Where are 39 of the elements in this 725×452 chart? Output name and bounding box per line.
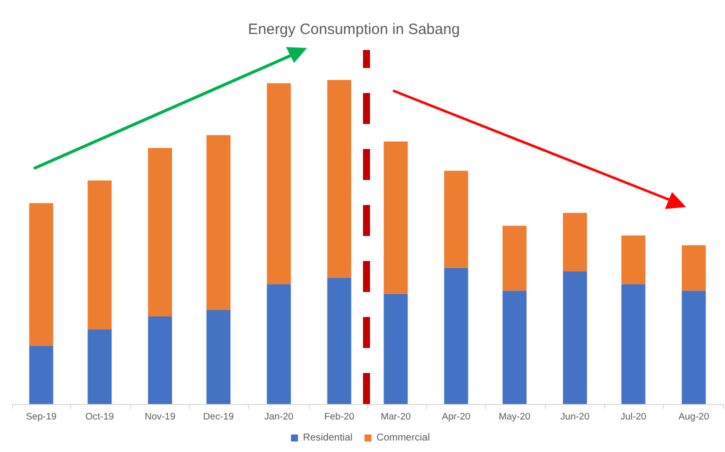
x-tick-label: Aug-20 (678, 412, 710, 422)
bar (88, 180, 112, 330)
bar (266, 284, 291, 404)
bar (621, 236, 646, 284)
bar (682, 245, 706, 291)
bar (29, 203, 54, 346)
bar (444, 170, 468, 268)
bar (502, 226, 527, 291)
bar (327, 80, 352, 278)
legend-label: Residential (303, 432, 352, 444)
legend-label: Commercial (376, 432, 430, 444)
bar (562, 271, 587, 404)
x-tick-label: Mar-20 (380, 412, 411, 422)
bar (148, 316, 172, 404)
bar (682, 290, 706, 404)
x-tick-label: Feb-20 (324, 412, 354, 422)
bar (206, 310, 230, 404)
x-tick-label: Jan-20 (264, 412, 294, 422)
bar (562, 212, 587, 272)
bar (327, 278, 352, 404)
bar (206, 135, 230, 310)
bar (29, 346, 54, 404)
bar (444, 268, 468, 404)
x-tick-label: Sep-19 (26, 412, 57, 422)
bar (621, 284, 646, 404)
x-tick-label: May-20 (498, 412, 530, 422)
bar (502, 290, 527, 404)
bar (148, 148, 172, 317)
bar (88, 329, 112, 404)
x-tick-label: Jul-20 (620, 412, 646, 422)
bar (384, 294, 408, 404)
x-tick-label: Apr-20 (442, 412, 470, 422)
chart-title: Energy Consumption in Sabang (248, 21, 460, 38)
x-tick-label: Dec-19 (203, 412, 234, 422)
x-tick-label: Jun-20 (560, 412, 590, 422)
bar (384, 142, 408, 294)
x-tick-label: Oct-19 (85, 412, 114, 422)
bar (266, 83, 291, 284)
x-tick-label: Nov-19 (144, 412, 176, 422)
